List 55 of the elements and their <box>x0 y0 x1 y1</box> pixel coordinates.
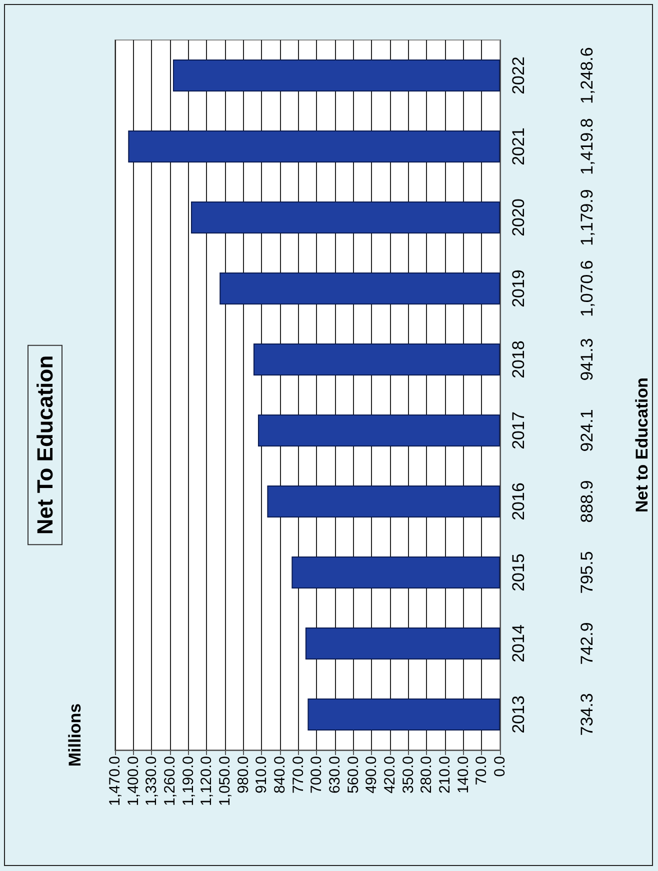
y-tick-label: 2013 <box>509 696 528 734</box>
data-label: 795.5 <box>578 551 596 594</box>
bar <box>253 344 500 376</box>
bar <box>220 272 500 304</box>
x-tick-label: 770.0 <box>290 756 307 794</box>
bar <box>292 556 500 588</box>
x-tick-label: 700.0 <box>308 756 326 794</box>
bar <box>190 202 500 234</box>
y-tick-label: 2015 <box>509 554 528 592</box>
x-tick-label: 1,120.0 <box>198 756 216 806</box>
data-label: 941.3 <box>578 338 596 381</box>
y-tick-label: 2022 <box>509 56 528 94</box>
x-tick-label: 420.0 <box>382 756 398 794</box>
x-tick-label: 0.0 <box>492 756 508 777</box>
x-tick-label: 1,260.0 <box>162 756 178 806</box>
x-tick-label: 70.0 <box>473 756 490 786</box>
bar <box>305 628 500 660</box>
y-tick-label: 2017 <box>509 412 528 450</box>
x-tick-label: 560.0 <box>344 756 362 794</box>
x-tick-label: 350.0 <box>400 756 417 794</box>
x-tick-label: 630.0 <box>326 756 344 794</box>
x-tick-label: 910.0 <box>253 756 270 794</box>
y-tick-label: 2020 <box>509 198 528 236</box>
y-tick-label: 2016 <box>509 482 528 520</box>
bar <box>172 60 500 92</box>
data-label: 888.9 <box>578 480 596 523</box>
data-label: 742.9 <box>578 622 596 665</box>
bar <box>308 698 500 730</box>
data-label: 1,248.6 <box>578 47 596 104</box>
data-label: 1,070.6 <box>578 260 596 317</box>
x-tick-label: 280.0 <box>418 756 436 794</box>
x-tick-label: 210.0 <box>436 756 454 794</box>
x-tick-label: 1,330.0 <box>143 756 160 806</box>
bar <box>258 414 500 446</box>
data-label: 924.1 <box>578 409 596 452</box>
y-tick-label: 2018 <box>509 340 528 378</box>
data-label: 1,179.9 <box>578 189 596 246</box>
x-tick-label: 980.0 <box>234 756 252 794</box>
x-tick-label: 1,190.0 <box>180 756 197 806</box>
text: Net to Education <box>632 377 652 513</box>
x-tick-label: 1,470.0 <box>106 756 124 806</box>
x-tick-label: 1,400.0 <box>124 756 142 806</box>
data-label: 1,419.8 <box>578 118 596 175</box>
data-label: 734.3 <box>578 693 596 736</box>
y-tick-label: 2014 <box>509 624 528 662</box>
text: Net To Education <box>32 355 58 535</box>
bar <box>128 130 500 162</box>
text: Millions <box>66 703 84 767</box>
y-tick-label: 2021 <box>509 128 528 166</box>
x-tick-label: 490.0 <box>363 756 380 794</box>
y-tick-label: 2019 <box>509 270 528 308</box>
bar <box>267 486 500 518</box>
x-tick-label: 1,050.0 <box>216 756 234 806</box>
x-tick-label: 840.0 <box>272 756 288 794</box>
x-tick-label: 140.0 <box>454 756 472 794</box>
